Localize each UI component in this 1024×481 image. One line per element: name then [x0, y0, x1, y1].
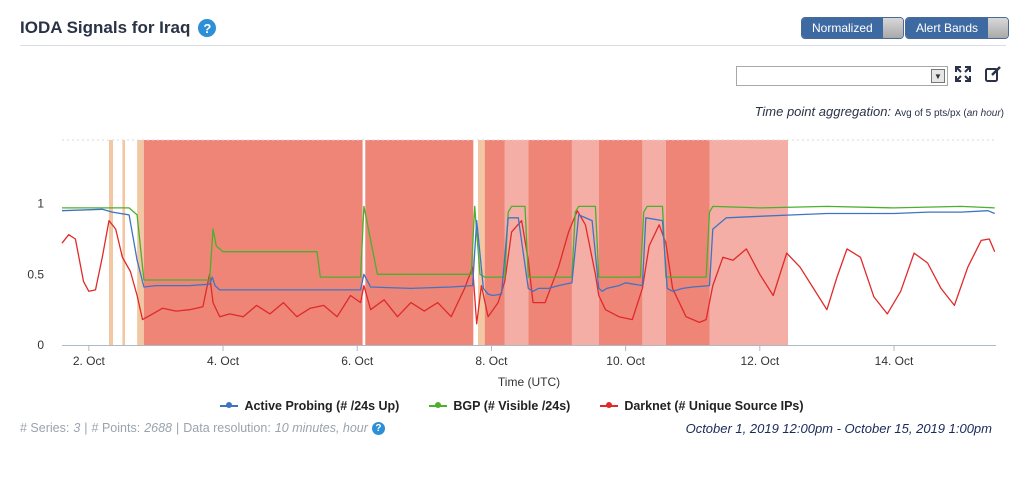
legend-label-active-probing: Active Probing (# /24s Up) [244, 399, 400, 413]
alert-band-0 [108, 140, 113, 345]
resolution-help-icon[interactable]: ? [371, 421, 385, 435]
alert-bands-toggle[interactable]: Alert Bands [905, 17, 1010, 39]
x-tick-label-2: 6. Oct [341, 354, 374, 368]
alert-band-12 [665, 140, 710, 345]
legend-label-darknet: Darknet (# Unique Source IPs) [624, 399, 804, 413]
resolution-label: Data resolution: [183, 421, 271, 435]
aggregation-info: Time point aggregation: Avg of 5 pts/px … [755, 104, 1004, 119]
legend-item-bgp[interactable]: BGP (# Visible /24s) [429, 399, 570, 413]
aggregation-label: Time point aggregation: [754, 104, 892, 119]
axes: 2. Oct 4. Oct 6. Oct 8. Oct 10. Oct 12. Oct 14… [27, 197, 996, 389]
y-tick-label-0: 0 [37, 338, 44, 352]
alert-band-7 [504, 140, 529, 345]
header-divider [20, 45, 1006, 46]
alert-bands [108, 140, 788, 345]
x-tick-label-4: 10. Oct [606, 354, 645, 368]
series-line-bgp [62, 205, 995, 281]
y-tick-label-1: 0.5 [27, 267, 44, 281]
x-tick-label-3: 8. Oct [475, 354, 508, 368]
signal-select[interactable]: ▼ [736, 66, 948, 86]
series-count-value: 3 [73, 421, 81, 435]
legend-swatch-bgp [429, 402, 448, 408]
alert-band-13 [709, 140, 788, 345]
series-lines [61, 205, 996, 325]
normalized-toggle-label: Normalized [802, 18, 883, 38]
points-count-label: # Points: [91, 421, 141, 435]
alert-band-1 [122, 140, 126, 345]
edit-icon[interactable] [983, 64, 1003, 84]
legend-label-bgp: BGP (# Visible /24s) [453, 399, 571, 413]
alert-band-5 [478, 140, 485, 345]
chart-stats: # Series: 3 | # Points: 2688 | Data reso… [20, 421, 385, 435]
alert-band-3 [143, 140, 363, 345]
aggregation-unit: an hour [966, 108, 1001, 119]
series-count-label: # Series: [20, 421, 70, 435]
chevron-down-icon: ▼ [931, 69, 945, 83]
alert-band-4 [365, 140, 474, 345]
x-tick-label-5: 12. Oct [740, 354, 779, 368]
alert-band-10 [598, 140, 643, 345]
date-range: October 1, 2019 12:00pm - October 15, 20… [685, 421, 992, 436]
legend-swatch-darknet [600, 402, 619, 408]
help-icon[interactable]: ? [198, 19, 217, 37]
alert-bands-toggle-label: Alert Bands [906, 18, 989, 38]
page-title: IODA Signals for Iraq [20, 18, 191, 37]
chart-legend: Active Probing (# /24s Up) BGP (# Visibl… [0, 399, 1024, 413]
legend-item-darknet[interactable]: Darknet (# Unique Source IPs) [600, 399, 804, 413]
stats-separator-2: | [176, 421, 180, 435]
resolution-value: 10 minutes, hour [274, 421, 368, 435]
expand-icon[interactable] [953, 64, 973, 84]
normalized-toggle-knob [882, 18, 903, 38]
alert-band-8 [528, 140, 572, 345]
legend-item-active-probing[interactable]: Active Probing (# /24s Up) [220, 399, 399, 413]
title-bar: IODA Signals for Iraq ? [20, 18, 217, 38]
x-tick-label-0: 2. Oct [73, 354, 106, 368]
series-line-darknet [61, 210, 996, 325]
x-tick-label-6: 14. Oct [875, 354, 914, 368]
alert-bands-toggle-knob [988, 18, 1009, 38]
stats-separator: | [84, 421, 88, 435]
aggregation-value: Avg of 5 pts/px ( [894, 108, 967, 119]
y-tick-label-2: 1 [37, 197, 44, 211]
x-tick-label-1: 4. Oct [207, 354, 240, 368]
points-count-value: 2688 [144, 421, 172, 435]
series-line-active-probing [61, 208, 995, 297]
x-axis-title: Time (UTC) [498, 375, 560, 389]
normalized-toggle[interactable]: Normalized [801, 17, 904, 39]
signals-chart[interactable]: 2. Oct 4. Oct 6. Oct 8. Oct 10. Oct 12. Oct 14… [0, 130, 1024, 395]
aggregation-close: ) [1000, 108, 1004, 119]
legend-swatch-active-probing [220, 402, 239, 408]
alert-band-11 [642, 140, 666, 345]
